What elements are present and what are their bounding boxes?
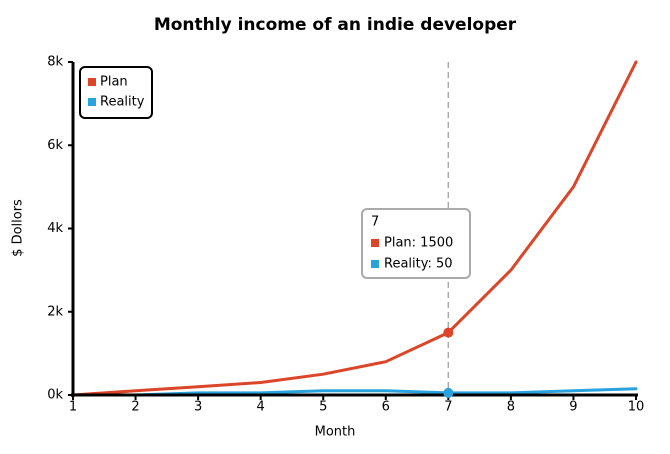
y-axis-label: $ Dollors (11, 199, 26, 257)
legend-swatch (88, 78, 96, 86)
x-tick-label: 1 (69, 400, 77, 415)
tooltip-swatch (371, 260, 379, 268)
x-tick-label: 4 (257, 400, 265, 415)
tooltip-line: Reality: 50 (384, 257, 453, 272)
x-tick-label: 9 (569, 400, 577, 415)
x-tick-label: 7 (444, 400, 452, 415)
y-tick-label: 0k (47, 388, 63, 403)
legend-box (79, 66, 153, 119)
tooltip-title: 7 (371, 215, 379, 230)
y-tick-label: 6k (47, 138, 63, 153)
x-tick-label: 6 (382, 400, 390, 415)
x-axis-label: Month (315, 425, 356, 440)
hover-point (443, 327, 454, 338)
legend-label: Reality (100, 95, 145, 110)
x-tick-label: 10 (628, 400, 645, 415)
chart-title: Monthly income of an indie developer (154, 15, 517, 35)
legend-label: Plan (100, 75, 128, 90)
y-tick-label: 2k (47, 304, 63, 319)
tooltip-box (361, 208, 471, 279)
y-tick-label: 8k (47, 55, 63, 70)
legend-swatch (88, 98, 96, 106)
tooltip-swatch (371, 239, 379, 247)
series-line (71, 60, 638, 397)
x-tick-label: 2 (131, 400, 139, 415)
tooltip-line: Plan: 1500 (384, 236, 453, 251)
hover-point (443, 387, 454, 398)
x-tick-label: 3 (194, 400, 202, 415)
x-tick-label: 8 (507, 400, 515, 415)
x-tick-label: 5 (319, 400, 327, 415)
y-tick-label: 4k (47, 221, 63, 236)
